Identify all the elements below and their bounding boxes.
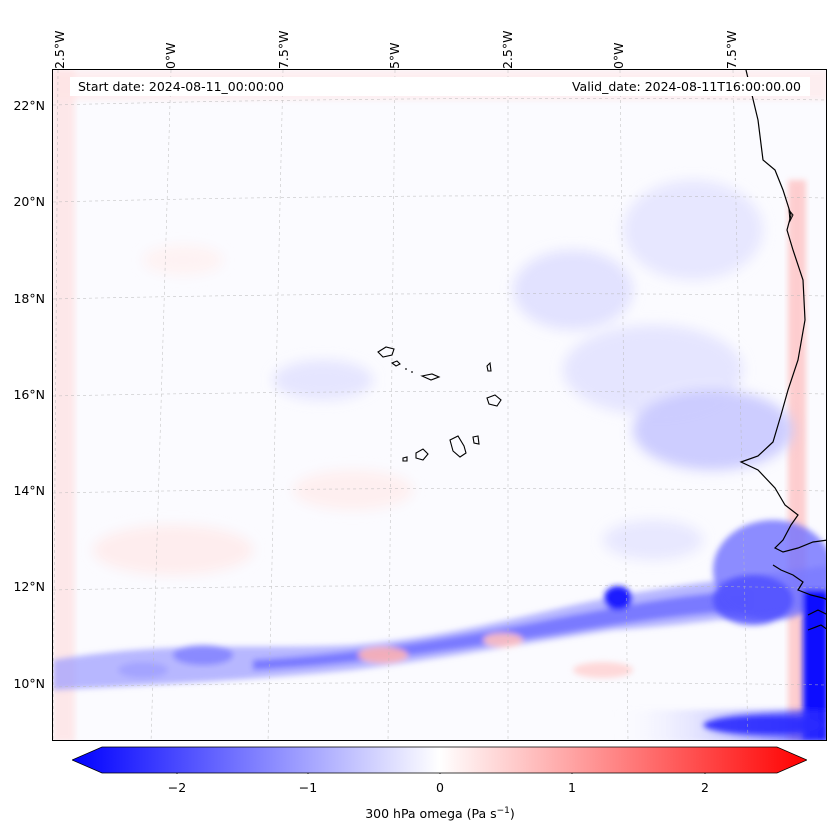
island-sao-nicolau bbox=[420, 373, 441, 381]
lat-label-16n: 16°N bbox=[13, 387, 45, 402]
lat-label-20n: 20°N bbox=[13, 194, 45, 209]
island-santo-antao bbox=[377, 346, 395, 358]
island-boa-vista bbox=[486, 394, 502, 407]
date-header: Start date: 2024-08-11_00:00:00 Valid_da… bbox=[70, 77, 810, 96]
omega-field bbox=[53, 70, 826, 740]
lat-label-22n: 22°N bbox=[13, 98, 45, 113]
colorbar-tick-minus1: −1 bbox=[298, 780, 318, 795]
island-maio bbox=[472, 435, 480, 445]
island-santiago bbox=[449, 435, 467, 458]
colorbar-tick-1: 1 bbox=[568, 780, 576, 795]
island-sal bbox=[486, 361, 492, 372]
lat-label-12n: 12°N bbox=[13, 579, 45, 594]
background-blobs bbox=[93, 180, 793, 575]
ascent-band bbox=[53, 565, 826, 690]
colorbar-tick-0: 0 bbox=[436, 780, 444, 795]
colorbar-ticks bbox=[176, 773, 706, 774]
start-date-label: Start date: 2024-08-11_00:00:00 bbox=[78, 79, 284, 94]
omega-map: Start date: 2024-08-11_00:00:00 Valid_da… bbox=[52, 69, 827, 741]
west-edge-positive bbox=[53, 70, 75, 740]
island-brava bbox=[402, 456, 408, 462]
colorbar-tick-minus2: −2 bbox=[167, 780, 187, 795]
lat-label-14n: 14°N bbox=[13, 483, 45, 498]
gridlines bbox=[53, 70, 826, 740]
island-sao-vicente bbox=[390, 360, 401, 367]
colorbar-tick-2: 2 bbox=[701, 780, 709, 795]
cap-blanc bbox=[788, 208, 794, 223]
lat-label-18n: 18°N bbox=[13, 291, 45, 306]
valid-date-label: Valid_date: 2024-08-11T16:00:00.00 bbox=[571, 79, 801, 94]
colorbar-label-close: ) bbox=[509, 806, 515, 822]
cape-verde-islands bbox=[377, 346, 502, 462]
island-fogo bbox=[415, 448, 429, 461]
african-coastline bbox=[739, 70, 826, 631]
lat-label-10n: 10°N bbox=[13, 676, 45, 691]
colorbar-label: 300 hPa omega (Pa s−1) bbox=[0, 806, 837, 821]
colorbar-gradient bbox=[72, 746, 807, 774]
colorbar-label-exponent: −1 bbox=[496, 806, 510, 816]
coastal-ascent bbox=[613, 520, 826, 740]
colorbar-label-text: 300 hPa omega (Pa s bbox=[365, 806, 497, 822]
colorbar bbox=[72, 746, 807, 774]
